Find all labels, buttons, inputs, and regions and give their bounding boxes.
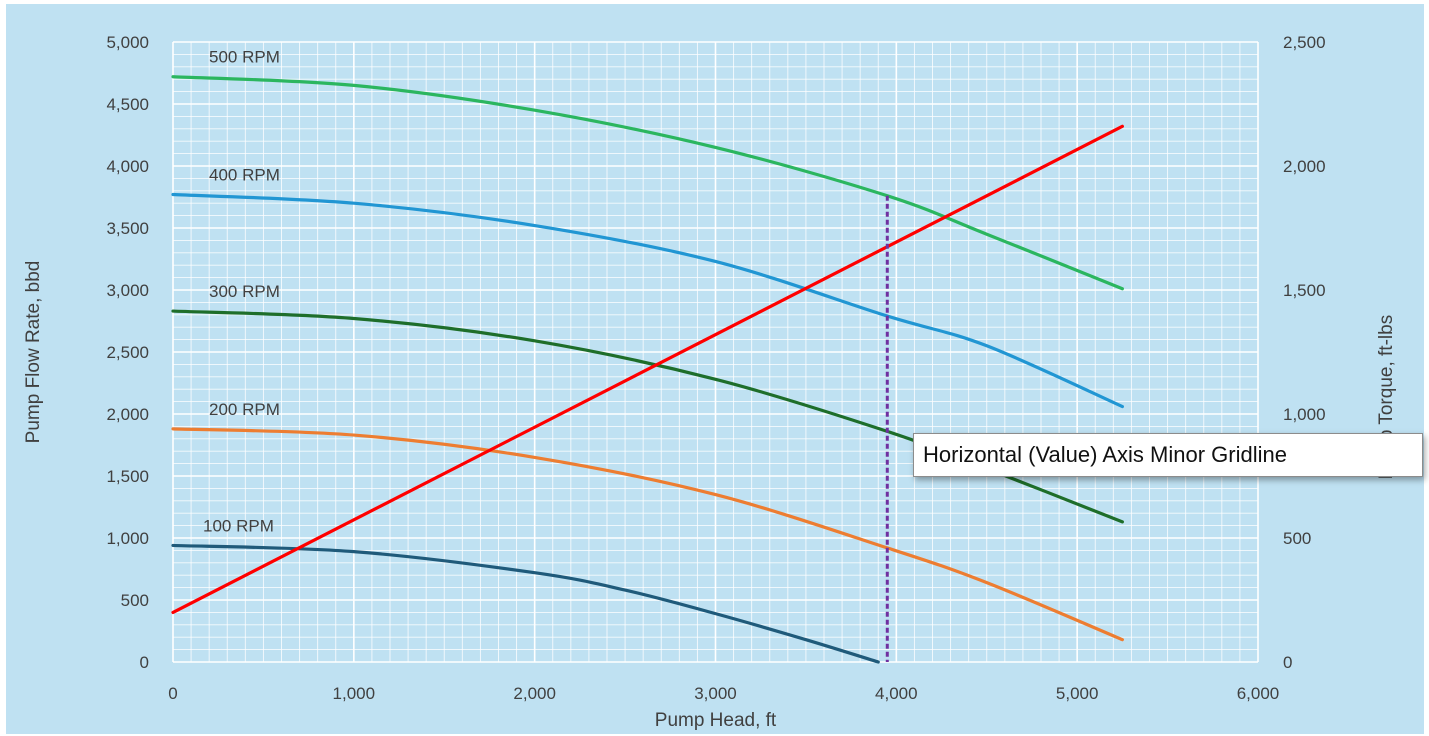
y-tick-label: 4,500 [106, 95, 149, 114]
y-tick-label: 5,000 [106, 33, 149, 52]
series-label: 300 RPM [209, 282, 280, 301]
y-tick-label: 2,000 [106, 405, 149, 424]
series-label: 400 RPM [209, 166, 280, 185]
series-label: 200 RPM [209, 400, 280, 419]
y2-tick-label: 2,000 [1283, 157, 1326, 176]
y2-tick-label: 1,000 [1283, 405, 1326, 424]
y-tick-label: 1,500 [106, 467, 149, 486]
200-rpm-line [171, 427, 1124, 642]
y2-tick-label: 500 [1283, 529, 1311, 548]
series-label: 100 RPM [203, 516, 274, 535]
y-tick-label: 0 [140, 653, 149, 672]
x-tick-label: 4,000 [875, 684, 918, 703]
y-tick-label: 4,000 [106, 157, 149, 176]
x-tick-label: 0 [168, 684, 177, 703]
y-tick-label: 2,500 [106, 343, 149, 362]
y-tick-label: 1,000 [106, 529, 149, 548]
y-tick-label: 3,000 [106, 281, 149, 300]
torque-line [171, 124, 1124, 614]
x-tick-label: 2,000 [513, 684, 556, 703]
y2-tick-label: 2,500 [1283, 33, 1326, 52]
x-tick-label: 5,000 [1056, 684, 1099, 703]
x-tick-label: 6,000 [1237, 684, 1280, 703]
x-tick-label: 3,000 [694, 684, 737, 703]
100-rpm-line [171, 543, 880, 664]
x-axis-title: Pump Head, ft [655, 710, 777, 731]
tooltip: Horizontal (Value) Axis Minor Gridline [913, 433, 1423, 477]
400-rpm-line [171, 192, 1124, 409]
series-label: 500 RPM [209, 48, 280, 67]
x-tick-label: 1,000 [333, 684, 376, 703]
y-axis-title: Pump Flow Rate, bbd [23, 261, 44, 444]
500-rpm-line [171, 75, 1124, 291]
y2-tick-label: 0 [1283, 653, 1292, 672]
y2-tick-label: 1,500 [1283, 281, 1326, 300]
y-tick-label: 3,500 [106, 219, 149, 238]
y-tick-label: 500 [121, 591, 149, 610]
